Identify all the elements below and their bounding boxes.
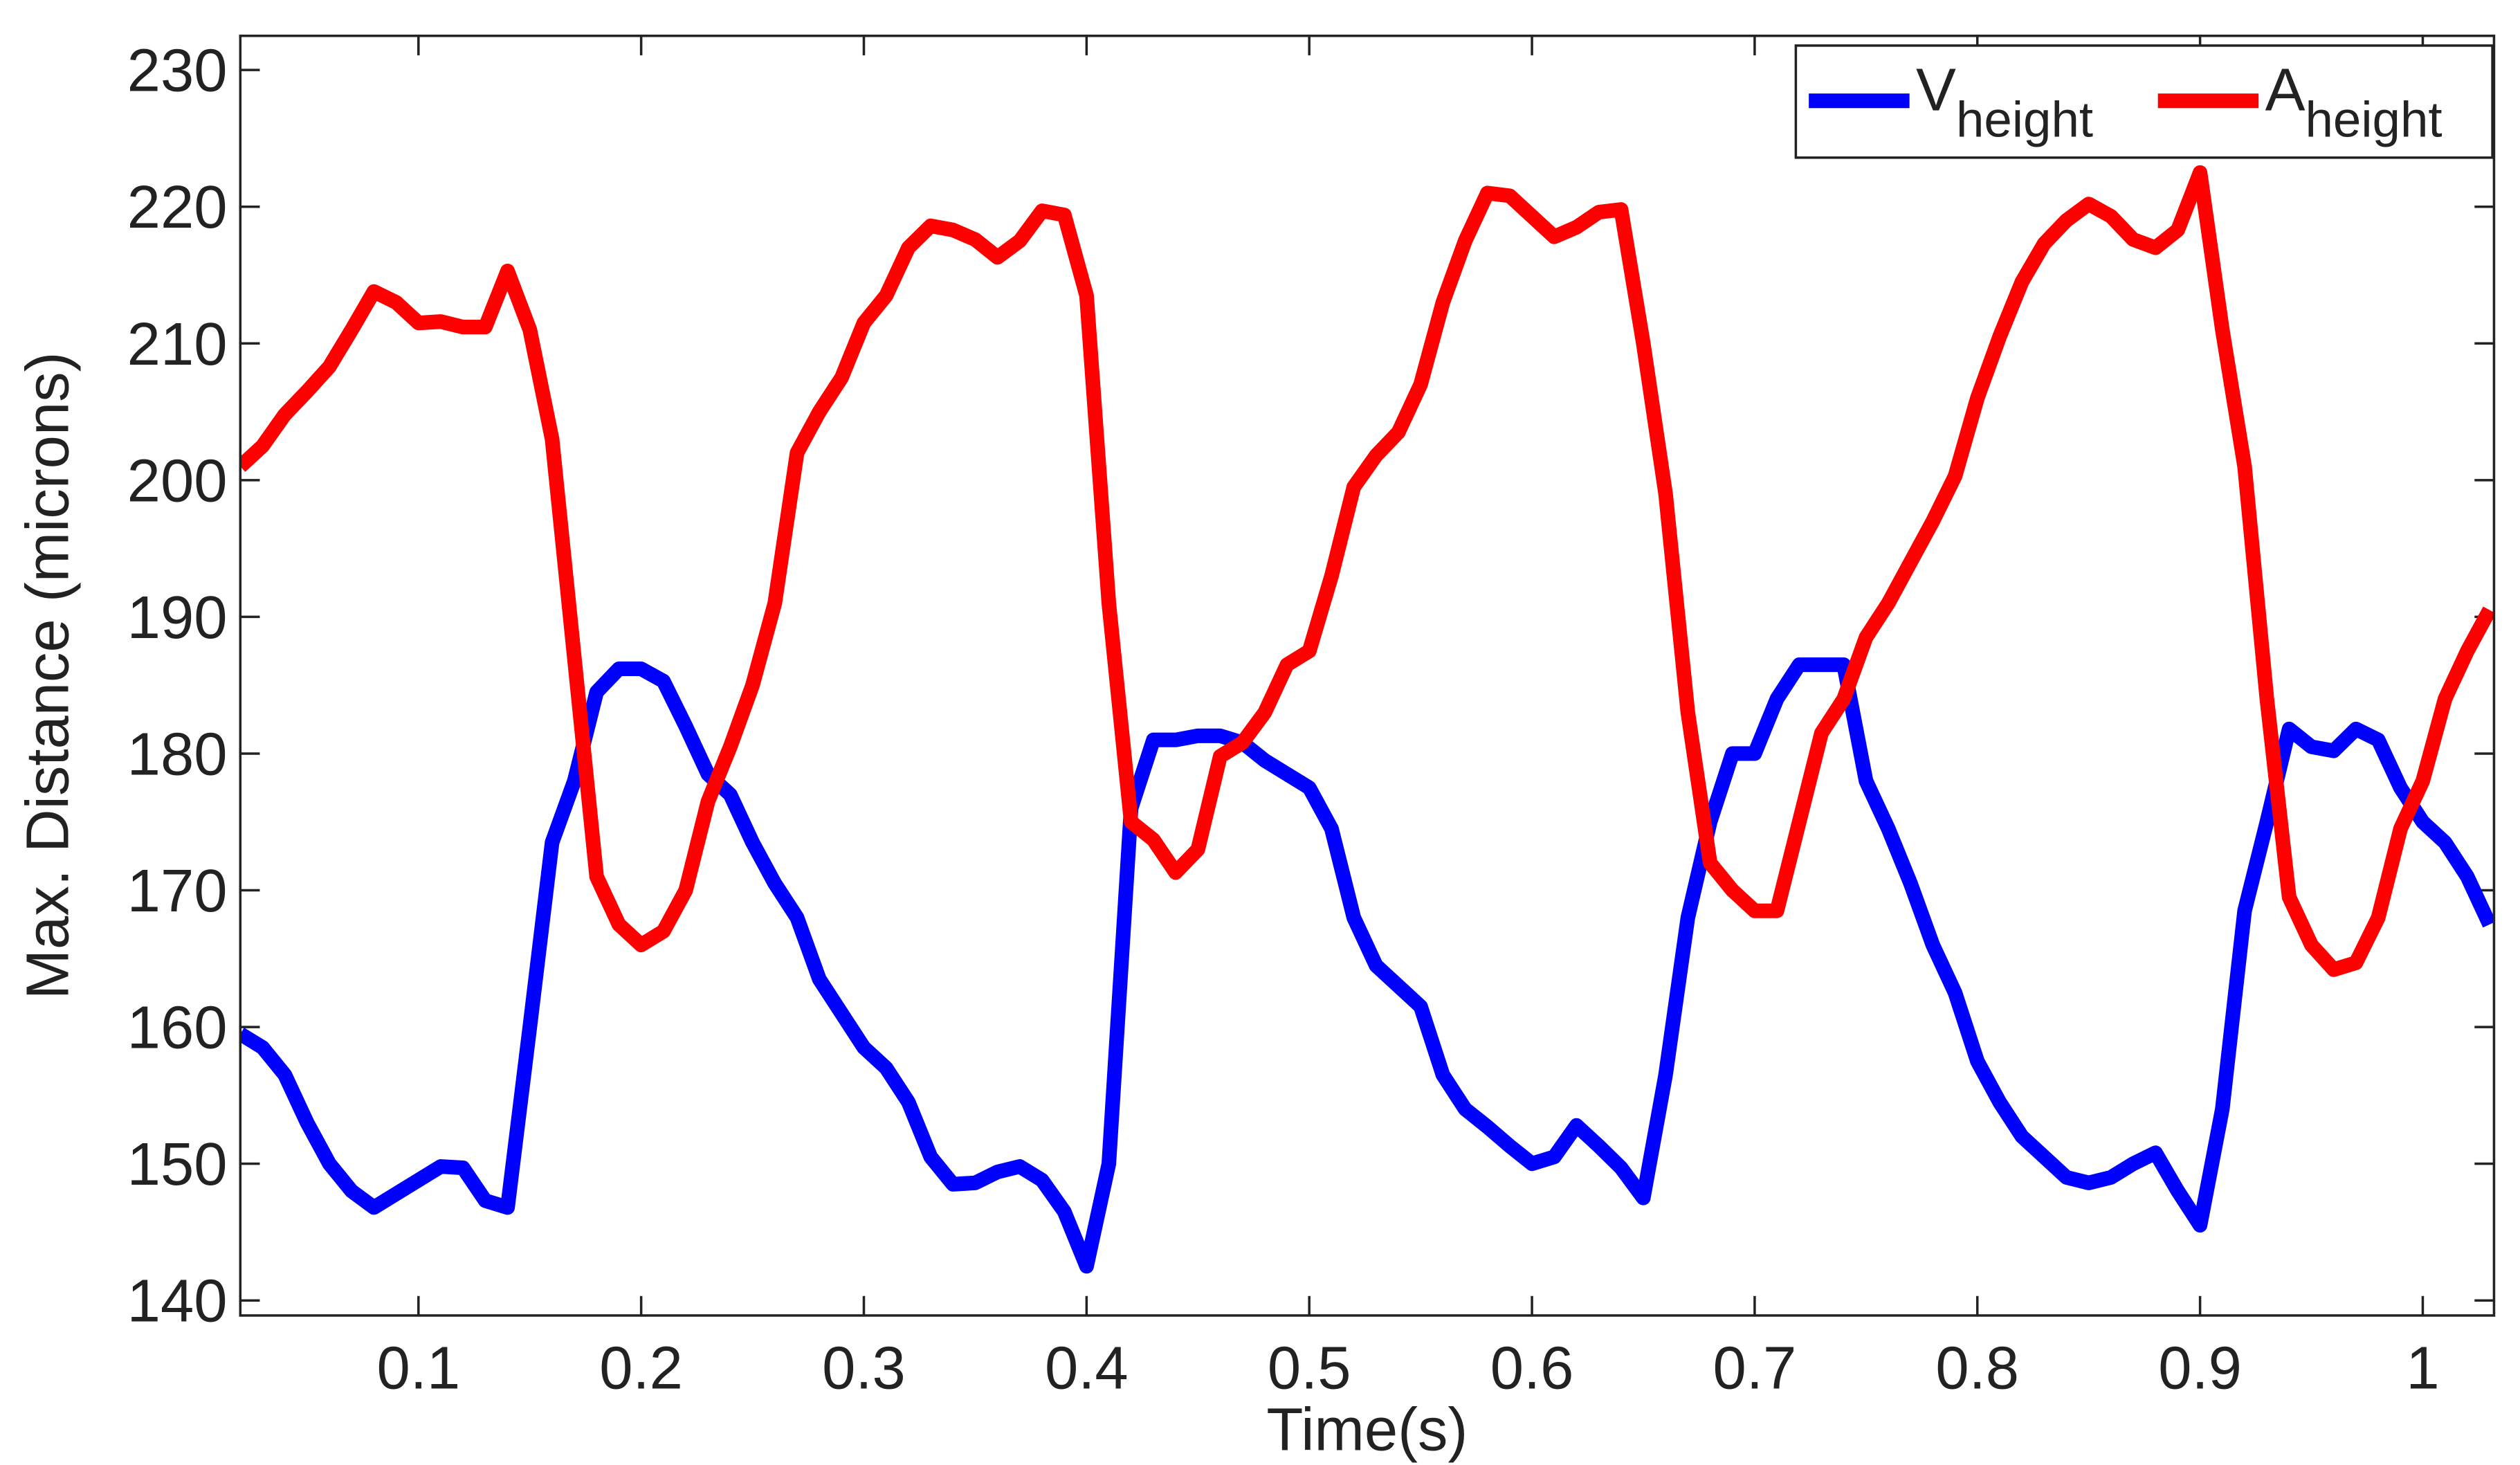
y-tick-label: 230: [127, 37, 228, 104]
legend-label: Vheight: [1916, 57, 2093, 148]
y-tick-label: 160: [127, 994, 228, 1062]
y-tick-label: 190: [127, 584, 228, 651]
y-tick-label: 170: [127, 857, 228, 925]
legend-label: Aheight: [2265, 57, 2443, 148]
x-tick-label: 1: [2406, 1335, 2439, 1402]
plot-frame: [239, 35, 2496, 1317]
x-tick-label: 0.8: [1935, 1335, 2019, 1402]
y-tick-label: 220: [127, 174, 228, 241]
x-tick-label: 0.3: [822, 1335, 906, 1402]
series-line: [240, 165, 2494, 977]
x-axis-label: Time(s): [1266, 1396, 1468, 1464]
plot-area: [240, 165, 2494, 1274]
y-tick-label: 150: [127, 1131, 228, 1198]
x-tick-label: 0.2: [599, 1335, 683, 1402]
y-axis-label: Max. Distance (microns): [15, 352, 82, 999]
x-tick-label: 0.7: [1713, 1335, 1797, 1402]
x-tick-label: 0.5: [1268, 1335, 1351, 1402]
y-tick-label: 180: [127, 720, 228, 788]
x-tick-label: 0.9: [2158, 1335, 2242, 1402]
y-tick-label: 200: [127, 447, 228, 514]
x-tick-label: 0.4: [1045, 1335, 1129, 1402]
x-tick-label: 0.6: [1490, 1335, 1574, 1402]
series-line: [240, 657, 2494, 1274]
y-tick-label: 140: [127, 1268, 228, 1335]
y-tick-label: 210: [127, 311, 228, 378]
x-tick-label: 0.1: [376, 1335, 460, 1402]
legend-box: [1794, 44, 2494, 159]
